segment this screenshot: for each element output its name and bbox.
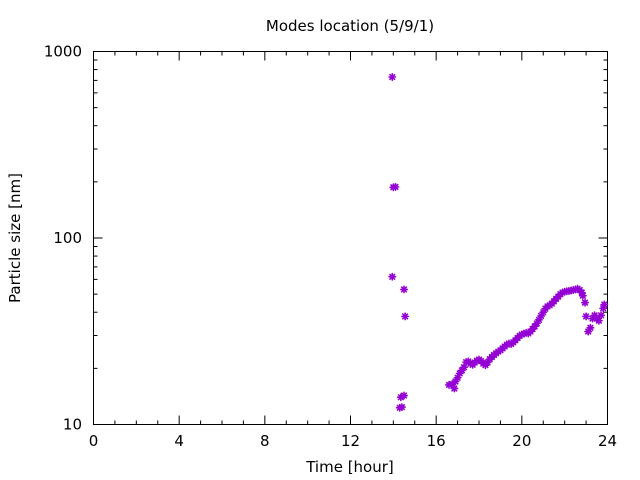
- data-point: [582, 312, 591, 321]
- data-point: [388, 272, 397, 281]
- data-point: [581, 298, 590, 307]
- data-point: [578, 291, 587, 300]
- data-point-stroke: [587, 324, 594, 331]
- chart-title: Modes location (5/9/1): [266, 17, 434, 35]
- data-point-stroke: [582, 313, 590, 320]
- axis-ticks: [93, 51, 608, 425]
- data-point: [450, 384, 459, 393]
- data-point-stroke: [400, 392, 408, 399]
- x-axis-label: Time [hour]: [305, 458, 394, 476]
- y-axis-label: Particle size [nm]: [6, 173, 24, 303]
- data-points: [388, 72, 609, 412]
- data-point-stroke: [392, 183, 399, 190]
- data-point-stroke: [402, 313, 409, 320]
- data-point-stroke: [591, 312, 598, 319]
- data-point: [594, 316, 603, 325]
- x-tick-label: 0: [89, 432, 99, 450]
- data-point-stroke: [389, 273, 396, 280]
- x-tick-label: 12: [341, 432, 360, 450]
- x-tick-label: 4: [174, 432, 184, 450]
- y-tick-label: 10: [63, 416, 82, 434]
- data-point-stroke: [579, 292, 586, 299]
- data-point-stroke: [451, 385, 458, 392]
- data-point-stroke: [595, 317, 603, 324]
- data-point: [400, 391, 409, 400]
- x-tick-label: 16: [427, 432, 446, 450]
- data-point-stroke: [398, 403, 406, 411]
- data-point: [600, 300, 609, 309]
- data-point-stroke: [581, 299, 589, 306]
- data-point: [586, 323, 595, 332]
- x-tick-labels: 0 4 8 12 16 20 24: [89, 432, 617, 450]
- data-point: [401, 312, 410, 321]
- data-point: [400, 285, 409, 294]
- y-tick-label: 100: [53, 229, 82, 247]
- data-point-stroke: [597, 312, 605, 319]
- x-tick-label: 20: [512, 432, 531, 450]
- y-tick-label: 1000: [44, 43, 82, 61]
- data-point: [391, 182, 400, 191]
- data-point: [597, 311, 606, 320]
- data-point-stroke: [389, 73, 396, 81]
- data-point-stroke: [400, 286, 408, 293]
- y-tick-labels: 10 100 1000: [44, 43, 82, 434]
- data-point-stroke: [601, 301, 608, 308]
- x-tick-label: 8: [260, 432, 270, 450]
- data-point: [388, 72, 397, 81]
- x-tick-label: 24: [598, 432, 617, 450]
- data-point: [397, 403, 406, 412]
- plot-area: [93, 51, 609, 425]
